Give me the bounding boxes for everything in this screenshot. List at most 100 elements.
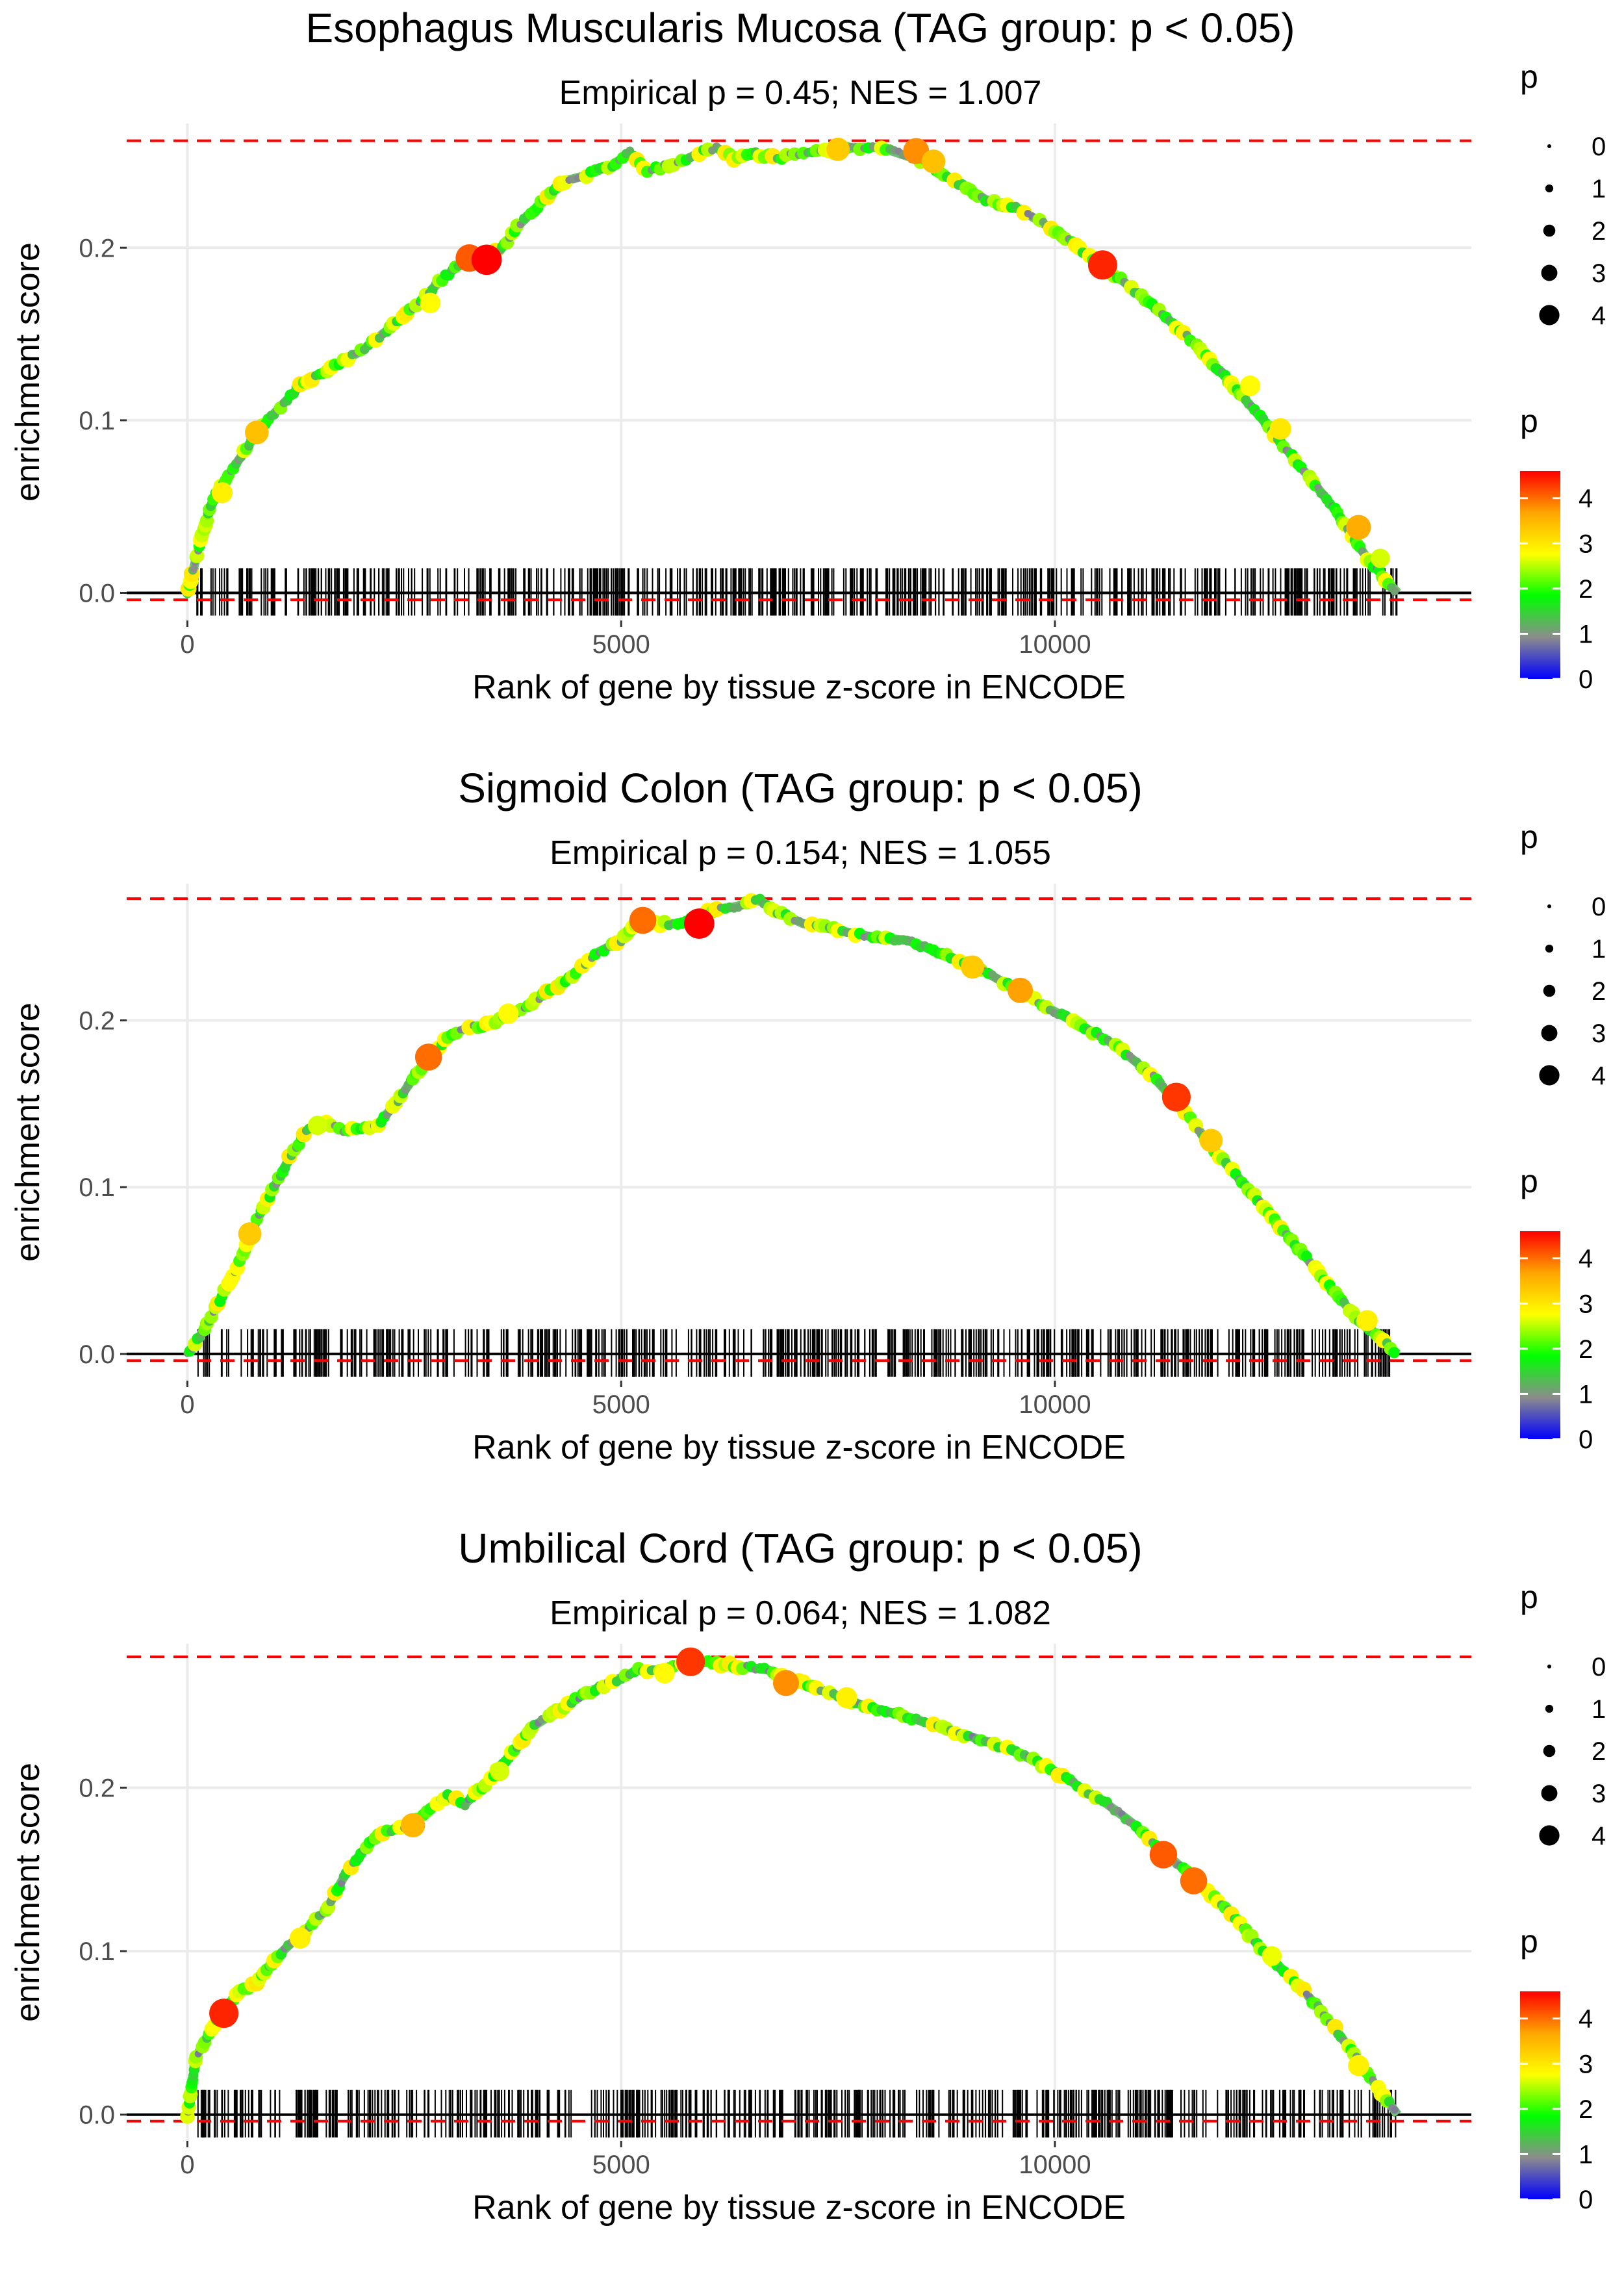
size-legend-label: 1 [1592, 935, 1606, 964]
size-legend-key [1547, 144, 1551, 148]
size-legend-key [1541, 1785, 1558, 1802]
x-tick-label: 10000 [1019, 1390, 1091, 1419]
high-p-point [245, 420, 269, 444]
size-legend-key [1543, 984, 1556, 997]
size-legend-title: p [1520, 58, 1538, 95]
y-axis-label: enrichment score [9, 242, 47, 502]
high-p-point [654, 1663, 675, 1684]
size-legend-key [1543, 1744, 1556, 1757]
y-tick-label: 0.0 [79, 2101, 115, 2130]
series-point [1390, 587, 1399, 596]
high-p-point [1149, 1841, 1178, 1869]
chart-title: Esophagus Muscularis Mucosa (TAG group: … [305, 5, 1295, 51]
y-tick-label: 0.0 [79, 1340, 115, 1369]
series-point [460, 1801, 470, 1811]
colorbar [1520, 471, 1560, 679]
size-legend-key [1543, 224, 1556, 237]
high-p-points [238, 906, 1378, 1331]
chart-subtitle: Empirical p = 0.45; NES = 1.007 [559, 74, 1042, 112]
y-tick-label: 0.1 [79, 1173, 115, 1202]
x-tick-label: 5000 [592, 1390, 650, 1419]
colorbar-label: 1 [1579, 2140, 1593, 2169]
high-p-point [961, 955, 984, 979]
panel-umbilical-cord: Umbilical Cord (TAG group: p < 0.05) Empi… [9, 1525, 1606, 2227]
size-legend-key [1545, 1704, 1554, 1713]
series-running-es [180, 140, 1401, 598]
size-legend-key [1547, 904, 1551, 908]
high-p-point [211, 482, 233, 504]
size-legend-key [1547, 1665, 1551, 1668]
x-tick-label: 0 [180, 1390, 194, 1419]
high-p-point [498, 1003, 519, 1024]
x-axis-label: Rank of gene by tissue z-score in ENCODE [472, 1429, 1126, 1466]
series-running-es [183, 893, 1401, 1359]
colorbar-label: 3 [1579, 1290, 1593, 1318]
size-legend-label: 4 [1592, 1062, 1606, 1090]
colorbar-label: 4 [1579, 485, 1593, 513]
colorbar-label: 0 [1579, 665, 1593, 694]
size-legend-key [1545, 184, 1554, 193]
x-axis-label: Rank of gene by tissue z-score in ENCODE [472, 669, 1126, 706]
high-p-point [1356, 1310, 1378, 1331]
x-tick-label: 5000 [592, 630, 650, 659]
colorbar-label: 3 [1579, 530, 1593, 558]
size-legend-label: 4 [1592, 1822, 1606, 1850]
high-p-point [289, 1927, 311, 1949]
chart-title: Sigmoid Colon (TAG group: p < 0.05) [458, 765, 1143, 811]
size-legend-label: 2 [1592, 217, 1606, 246]
y-tick-label: 0.2 [79, 1774, 115, 1802]
y-tick-label: 0.1 [79, 1937, 115, 1966]
x-tick-label: 10000 [1019, 2151, 1091, 2179]
high-p-point [471, 244, 502, 275]
series-point [1388, 1347, 1400, 1359]
size-legend-key [1545, 944, 1554, 953]
size-legend-key [1539, 1065, 1560, 1086]
high-p-point [1199, 1129, 1223, 1153]
size-legend-label: 2 [1592, 1737, 1606, 1766]
colorbar-label: 2 [1579, 2095, 1593, 2124]
size-legend-label: 3 [1592, 259, 1606, 288]
high-p-point [307, 1116, 327, 1136]
color-legend-title: p [1520, 403, 1538, 439]
size-legend-label: 2 [1592, 977, 1606, 1006]
high-p-point [629, 906, 657, 934]
color-legend: p 0 1 2 3 4 [1520, 1163, 1593, 1454]
size-legend-label: 3 [1592, 1780, 1606, 1808]
colorbar-label: 1 [1579, 1380, 1593, 1409]
high-p-point [826, 137, 850, 161]
size-legend-key [1541, 1025, 1558, 1041]
size-legend: p 0 1 2 3 4 [1520, 1579, 1606, 1850]
color-legend: p 0 1 2 3 4 [1520, 403, 1593, 694]
y-tick-label: 0.0 [79, 580, 115, 608]
high-p-point [414, 1043, 442, 1071]
high-p-point [238, 1222, 262, 1246]
series-point [1391, 2106, 1399, 2114]
high-p-point [1087, 250, 1117, 280]
y-tick-label: 0.2 [79, 234, 115, 262]
colorbar-label: 3 [1579, 2050, 1593, 2078]
high-p-point [921, 149, 946, 173]
panel-sigmoid-colon: Sigmoid Colon (TAG group: p < 0.05) Empir… [9, 765, 1606, 1466]
size-legend-key [1539, 305, 1560, 326]
colorbar-label: 4 [1579, 2005, 1593, 2034]
size-legend: p 0 1 2 3 4 [1520, 819, 1606, 1090]
size-legend-label: 0 [1592, 893, 1606, 921]
color-legend-title: p [1520, 1163, 1538, 1199]
series-line [183, 1655, 1402, 2117]
high-p-points [211, 137, 1390, 568]
size-legend-label: 0 [1592, 133, 1606, 161]
high-p-point [1348, 2055, 1369, 2076]
size-legend: p 0 1 2 3 4 [1520, 58, 1606, 330]
chart-subtitle: Empirical p = 0.064; NES = 1.082 [550, 1594, 1051, 1632]
high-p-point [1161, 1082, 1191, 1112]
chart-title: Umbilical Cord (TAG group: p < 0.05) [458, 1525, 1142, 1572]
high-p-point [1180, 1867, 1208, 1895]
size-legend-title: p [1520, 1579, 1538, 1615]
colorbar-label: 2 [1579, 1335, 1593, 1364]
y-axis-label: enrichment score [9, 1763, 47, 2022]
x-tick-label: 0 [180, 2151, 194, 2179]
x-tick-label: 0 [180, 630, 194, 659]
color-legend-title: p [1520, 1923, 1538, 1960]
colorbar [1520, 1991, 1560, 2199]
color-legend: p 0 1 2 3 4 [1520, 1923, 1593, 2214]
